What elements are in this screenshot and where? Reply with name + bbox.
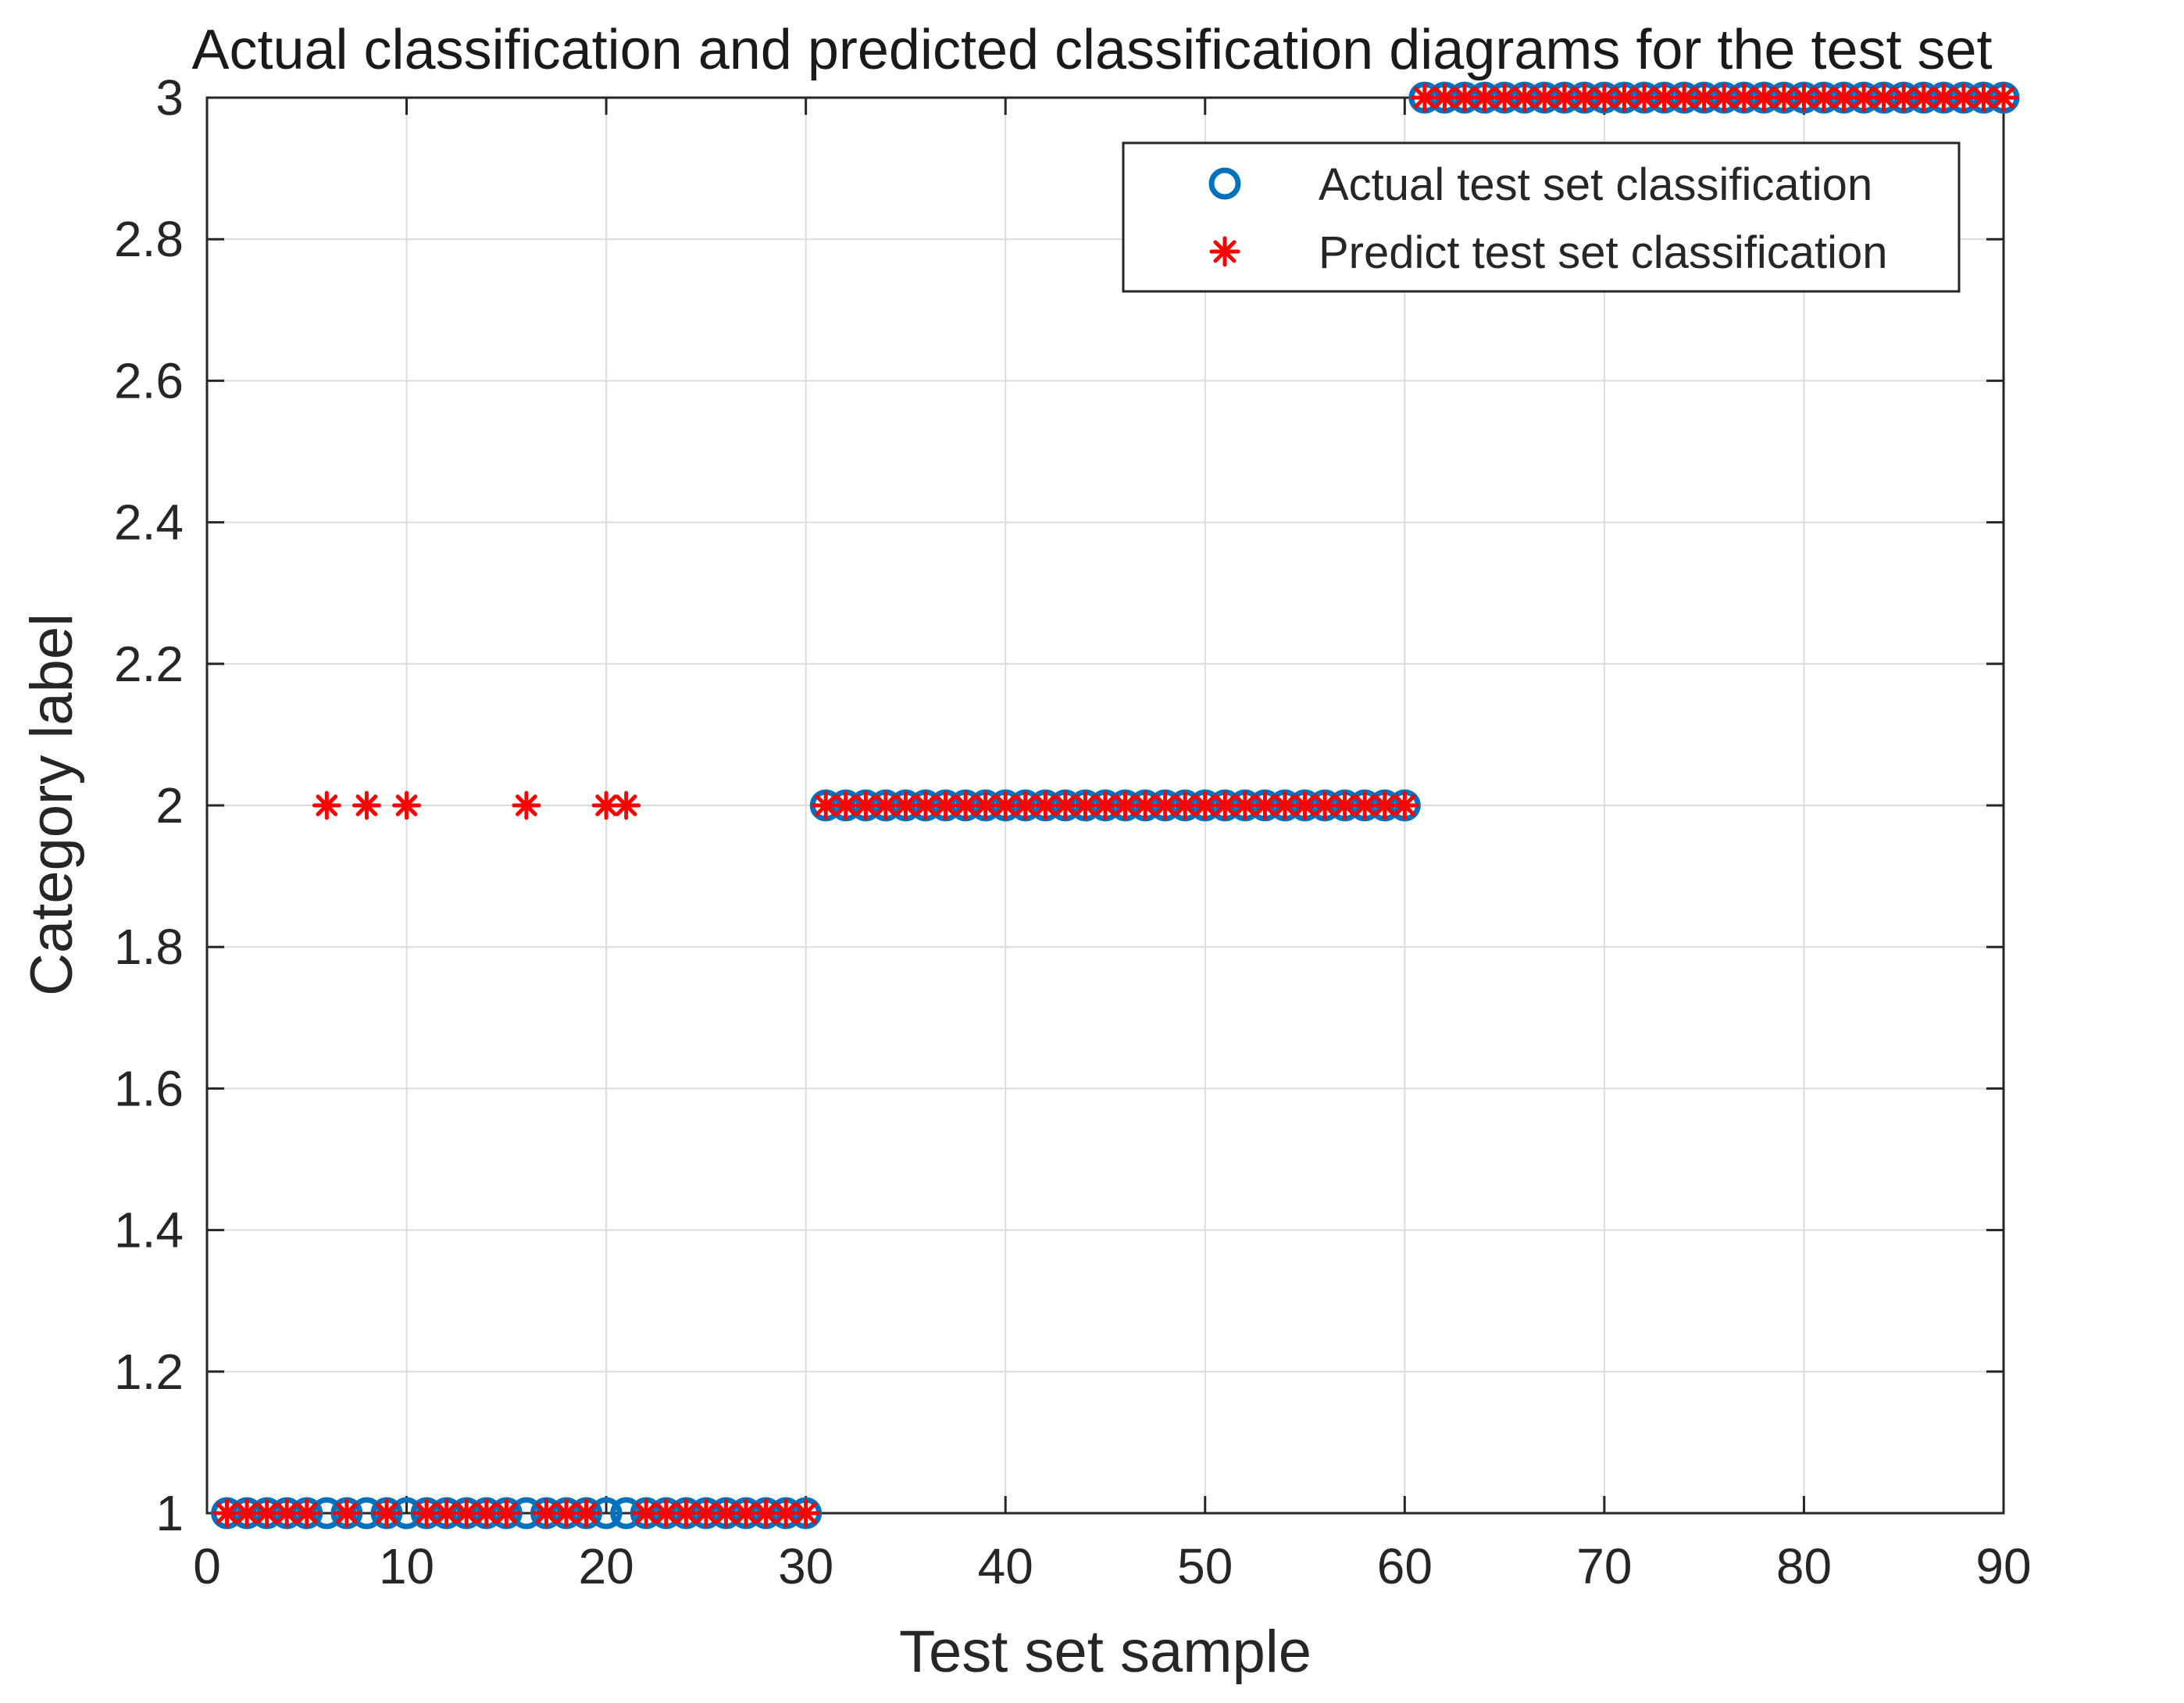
y-tick-label: 2: [155, 777, 184, 834]
x-tick-label: 20: [579, 1538, 634, 1594]
x-tick-labels: 0 10 20 30 40 50 60 70 80 90: [193, 1538, 2031, 1594]
point-predict: [491, 1498, 521, 1528]
legend: Actual test set classification Predict t…: [1122, 141, 1961, 293]
point-predict: [1590, 83, 1619, 112]
x-axis-label: Test set sample: [899, 1619, 1311, 1685]
y-tick-labels: 1 1.2 1.4 1.6 1.8 2 2.2 2.4 2.6 2.8 3: [114, 70, 184, 1541]
point-predict: [332, 1498, 362, 1528]
point-predict: [831, 791, 861, 820]
point-predict: [272, 1498, 302, 1528]
point-predict: [352, 791, 381, 820]
point-predict: [791, 1498, 821, 1528]
point-predict: [1989, 83, 2018, 112]
y-tick-label: 2.2: [114, 636, 184, 692]
point-predict: [432, 1498, 462, 1528]
x-tick-label: 50: [1177, 1538, 1233, 1594]
point-predict: [1230, 791, 1260, 820]
x-tick-label: 0: [193, 1538, 221, 1594]
x-tick-label: 30: [778, 1538, 833, 1594]
point-predict: [1470, 83, 1500, 112]
point-predict: [1210, 791, 1240, 820]
legend-label-actual: Actual test set classification: [1319, 159, 1872, 210]
point-predict: [890, 791, 920, 820]
point-predict: [312, 791, 341, 820]
point-predict: [1250, 791, 1279, 820]
point-predict: [612, 791, 641, 820]
legend-marker-actual: [1208, 167, 1241, 200]
point-predict: [1390, 791, 1419, 820]
y-tick-label: 1.6: [114, 1060, 184, 1116]
y-tick-label: 2.4: [114, 494, 184, 551]
point-predict: [651, 1498, 681, 1528]
legend-label-predict: Predict test set classification: [1319, 227, 1888, 278]
x-tick-label: 90: [1975, 1538, 2031, 1594]
point-predict: [512, 791, 541, 820]
point-predict: [1889, 83, 1918, 112]
point-predict: [372, 1498, 401, 1528]
y-tick-label: 1: [155, 1485, 184, 1541]
y-tick-label: 1.4: [114, 1202, 184, 1259]
point-predict: [551, 1498, 581, 1528]
y-tick-label: 2.6: [114, 352, 184, 409]
point-predict: [971, 791, 1001, 820]
point-predict: [232, 1498, 262, 1528]
y-tick-label: 1.8: [114, 919, 184, 975]
legend-box: [1122, 141, 1961, 293]
point-predict: [1849, 83, 1879, 112]
point-predict: [1550, 83, 1579, 112]
point-predict: [911, 791, 940, 820]
x-tick-label: 60: [1377, 1538, 1433, 1594]
point-predict: [392, 791, 422, 820]
y-axis-label: Category label: [19, 613, 85, 996]
y-tick-label: 1.2: [114, 1344, 184, 1400]
y-tick-label: 3: [155, 70, 184, 126]
legend-asterisk-shape: [1209, 236, 1240, 267]
point-predict: [1490, 83, 1519, 112]
legend-marker-predict: [1209, 236, 1240, 267]
point-predict: [1170, 791, 1200, 820]
x-tick-label: 70: [1576, 1538, 1632, 1594]
x-tick-label: 80: [1776, 1538, 1832, 1594]
chart-title: Actual classification and predicted clas…: [191, 19, 1992, 81]
series-predict: [212, 83, 2018, 1528]
point-predict: [292, 1498, 322, 1528]
x-tick-label: 40: [978, 1538, 1033, 1594]
point-predict: [1410, 83, 1440, 112]
point-predict: [572, 1498, 601, 1528]
x-tick-label: 10: [379, 1538, 434, 1594]
y-tick-label: 2.8: [114, 211, 184, 267]
